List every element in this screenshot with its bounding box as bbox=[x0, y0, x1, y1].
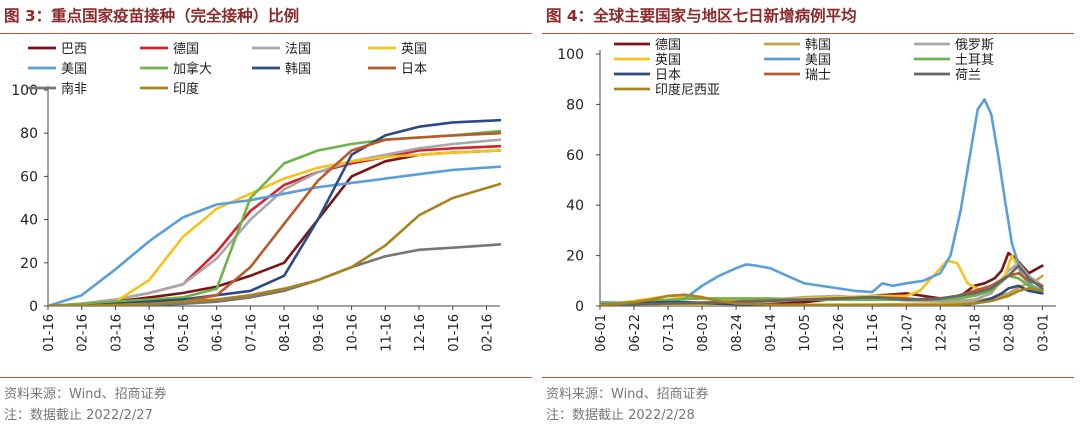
source-text: 资料来源：Wind、招商证券 bbox=[546, 387, 709, 402]
x-tick-label: 04-16 bbox=[143, 314, 158, 352]
chart-panel-new-cases: 图 4：全球主要国家与地区七日新增病例平均 0 20 40 60 80 100 06-01 0… bbox=[542, 0, 1074, 427]
x-tick-label: 07-13 bbox=[662, 314, 677, 352]
source-text: 资料来源：Wind、招商证券 bbox=[4, 387, 167, 402]
series-line-南非 bbox=[48, 243, 502, 306]
x-tick-label: 02-16 bbox=[76, 314, 91, 352]
x-tick-label: 06-16 bbox=[211, 314, 226, 352]
legend-label: 英国 bbox=[401, 42, 427, 57]
x-tick-label: 02-16 bbox=[481, 314, 496, 352]
x-tick-label: 11-16 bbox=[379, 314, 394, 352]
y-tick-label: 100 bbox=[11, 83, 38, 99]
legend-label: 德国 bbox=[173, 42, 199, 57]
legend-label: 日本 bbox=[401, 62, 427, 77]
legend-label: 巴西 bbox=[61, 42, 87, 57]
y-tick-label: 20 bbox=[566, 249, 584, 265]
legend-label: 瑞士 bbox=[805, 68, 831, 83]
series-line-美国 bbox=[600, 98, 1044, 305]
x-tick-label: 08-03 bbox=[696, 314, 711, 352]
x-tick-label: 06-22 bbox=[628, 314, 643, 352]
x-tick-label: 12-28 bbox=[934, 314, 949, 352]
legend-label: 印度 bbox=[173, 81, 199, 97]
legend-label: 法国 bbox=[285, 42, 311, 57]
x-tick-label: 02-08 bbox=[1002, 314, 1017, 352]
x-tick-label: 07-16 bbox=[244, 314, 259, 352]
x-tick-label: 08-16 bbox=[278, 314, 293, 352]
legend-label: 韩国 bbox=[805, 38, 831, 53]
x-tick-label: 09-14 bbox=[764, 314, 779, 352]
x-tick-label: 01-18 bbox=[968, 314, 983, 352]
legend-label: 荷兰 bbox=[955, 68, 981, 83]
series-line-英国 bbox=[48, 149, 502, 306]
y-tick-label: 80 bbox=[566, 97, 584, 113]
title-rule bbox=[542, 33, 1074, 34]
new-cases-line-chart: 0 20 40 60 80 100 06-01 06-22 07-13 08-03 08-24 09-… bbox=[557, 38, 1056, 352]
legend-label: 美国 bbox=[805, 53, 831, 68]
y-tick-label: 100 bbox=[557, 47, 584, 63]
note-text: 注：数据截止 2022/2/27 bbox=[4, 408, 153, 423]
y-tick-label: 80 bbox=[20, 126, 38, 142]
source-rule bbox=[542, 377, 1074, 378]
series-line-德国 bbox=[48, 144, 502, 306]
vaccination-line-chart: 0 20 40 60 80 100 01-16 02-16 03-16 04-16 05-16 06-… bbox=[11, 42, 502, 352]
x-tick-label: 10-16 bbox=[346, 314, 361, 352]
legend-label: 印度尼西亚 bbox=[655, 82, 720, 98]
legend-label: 南非 bbox=[61, 81, 87, 97]
series-line-韩国 bbox=[48, 118, 502, 306]
x-tick-label: 01-16 bbox=[447, 314, 462, 352]
y-tick-label: 20 bbox=[20, 256, 38, 272]
x-tick-label: 01-16 bbox=[42, 314, 57, 352]
chart-panel-vaccination: 图 3：重点国家疫苗接种（完全接种）比例 0 20 40 60 80 100 01-16 02… bbox=[0, 0, 532, 427]
source-rule bbox=[0, 377, 532, 378]
y-tick-label: 0 bbox=[575, 299, 584, 315]
x-tick-label: 03-01 bbox=[1036, 314, 1051, 352]
y-tick-label: 40 bbox=[20, 213, 38, 229]
series-line-美国 bbox=[48, 165, 502, 306]
x-tick-label: 10-26 bbox=[832, 314, 847, 352]
series-line-荷兰 bbox=[600, 264, 1044, 306]
x-tick-label: 03-16 bbox=[109, 314, 124, 352]
legend-label: 俄罗斯 bbox=[955, 38, 994, 53]
note-text: 注：数据截止 2022/2/28 bbox=[546, 408, 695, 423]
series-line-印度尼西亚 bbox=[600, 287, 1044, 306]
series-group bbox=[600, 98, 1044, 306]
legend-label: 英国 bbox=[655, 53, 681, 68]
y-tick-label: 0 bbox=[29, 299, 38, 315]
x-tick-label: 12-16 bbox=[413, 314, 428, 352]
title-rule bbox=[0, 33, 532, 34]
y-tick-label: 60 bbox=[20, 169, 38, 185]
y-tick-label: 40 bbox=[566, 198, 584, 214]
x-tick-label: 05-16 bbox=[177, 314, 192, 352]
legend-label: 美国 bbox=[61, 62, 87, 77]
legend-label: 加拿大 bbox=[173, 61, 212, 77]
chart-title: 图 4：全球主要国家与地区七日新增病例平均 bbox=[546, 7, 857, 25]
legend-label: 韩国 bbox=[285, 62, 311, 77]
legend-label: 日本 bbox=[655, 68, 681, 83]
y-tick-label: 60 bbox=[566, 148, 584, 164]
x-tick-label: 12-07 bbox=[900, 314, 915, 352]
x-tick-label: 11-16 bbox=[866, 314, 881, 352]
chart-title: 图 3：重点国家疫苗接种（完全接种）比例 bbox=[4, 7, 300, 25]
x-tick-label: 06-01 bbox=[594, 314, 609, 352]
series-group bbox=[48, 118, 502, 306]
legend-label: 土耳其 bbox=[955, 53, 994, 68]
series-line-印度 bbox=[48, 182, 502, 306]
x-tick-label: 10-05 bbox=[798, 314, 813, 352]
legend-label: 德国 bbox=[655, 38, 681, 53]
x-tick-label: 09-16 bbox=[312, 314, 327, 352]
x-tick-label: 08-24 bbox=[730, 314, 745, 352]
